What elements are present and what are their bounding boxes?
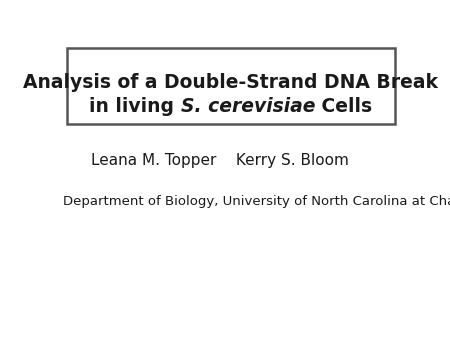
Text: Cells: Cells: [315, 97, 372, 116]
Text: in living: in living: [89, 97, 180, 116]
Text: Leana M. Topper    Kerry S. Bloom: Leana M. Topper Kerry S. Bloom: [91, 153, 349, 168]
Text: Analysis of a Double-Strand DNA Break: Analysis of a Double-Strand DNA Break: [23, 73, 438, 92]
FancyBboxPatch shape: [67, 48, 395, 124]
Text: Department of Biology, University of North Carolina at Chapel Hill;: Department of Biology, University of Nor…: [63, 195, 450, 209]
Text: S. cerevisiae: S. cerevisiae: [180, 97, 315, 116]
